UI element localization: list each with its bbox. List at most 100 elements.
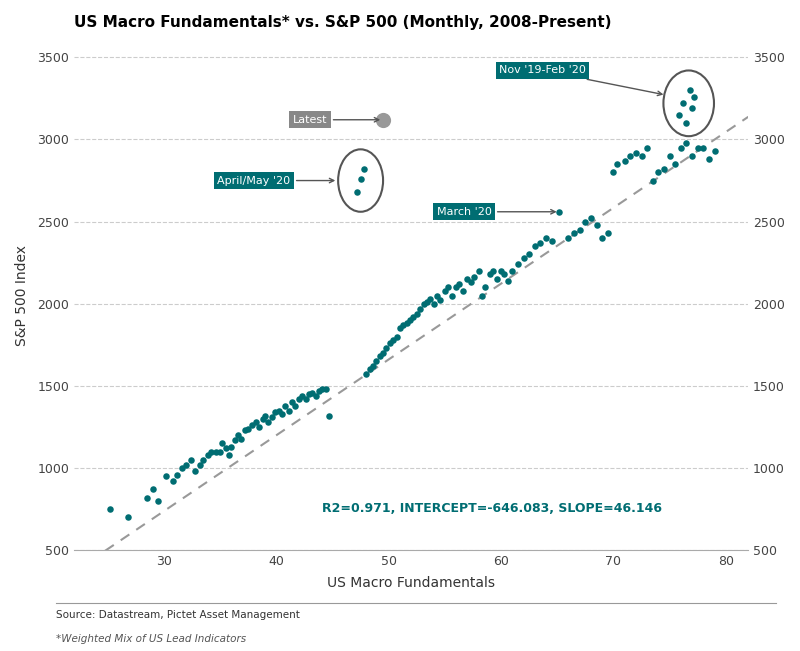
Point bbox=[146, 484, 159, 495]
Point bbox=[674, 143, 687, 153]
Point bbox=[394, 323, 406, 333]
Point bbox=[377, 348, 390, 358]
Point bbox=[446, 290, 458, 301]
Point bbox=[683, 85, 696, 96]
Point bbox=[475, 290, 488, 301]
Point bbox=[225, 441, 238, 452]
Point bbox=[410, 309, 423, 319]
Point bbox=[390, 331, 403, 342]
Point bbox=[483, 269, 496, 279]
Point bbox=[366, 361, 379, 372]
Point bbox=[534, 238, 546, 248]
Point bbox=[450, 282, 462, 292]
Point bbox=[590, 219, 603, 230]
Point bbox=[374, 351, 386, 361]
Point bbox=[282, 406, 295, 416]
Point bbox=[421, 297, 434, 307]
Point bbox=[272, 406, 285, 416]
Point bbox=[404, 315, 417, 326]
Point bbox=[553, 206, 566, 217]
Text: US Macro Fundamentals* vs. S&P 500 (Monthly, 2008-Present): US Macro Fundamentals* vs. S&P 500 (Mont… bbox=[74, 15, 611, 30]
Point bbox=[427, 299, 440, 309]
Text: *Weighted Mix of US Lead Indicators: *Weighted Mix of US Lead Indicators bbox=[56, 635, 246, 644]
Point bbox=[141, 492, 154, 503]
Point bbox=[610, 159, 623, 169]
Point bbox=[319, 384, 332, 395]
Point bbox=[175, 463, 188, 473]
Point bbox=[546, 236, 558, 247]
Point bbox=[602, 228, 614, 238]
Point bbox=[517, 253, 530, 263]
Point bbox=[624, 150, 637, 161]
Point bbox=[257, 413, 270, 424]
Point bbox=[540, 233, 553, 243]
Point bbox=[686, 150, 698, 161]
Point bbox=[522, 249, 535, 260]
Point bbox=[417, 299, 430, 309]
Point bbox=[708, 146, 721, 156]
Point bbox=[434, 296, 446, 306]
Point bbox=[697, 143, 710, 153]
Point bbox=[306, 387, 318, 398]
Point bbox=[506, 266, 518, 276]
Point bbox=[677, 98, 690, 109]
Point bbox=[386, 335, 399, 345]
Point bbox=[313, 385, 326, 396]
Point bbox=[568, 228, 581, 238]
Point bbox=[232, 430, 245, 441]
Point bbox=[197, 454, 210, 465]
Point bbox=[663, 150, 676, 161]
Point bbox=[210, 447, 222, 457]
Point bbox=[279, 400, 292, 411]
Point bbox=[669, 159, 682, 169]
Point bbox=[453, 279, 466, 289]
Point bbox=[702, 154, 715, 165]
Point bbox=[607, 167, 620, 178]
Point bbox=[322, 410, 335, 421]
Point bbox=[652, 167, 665, 178]
Point bbox=[528, 241, 541, 251]
Point bbox=[635, 150, 648, 161]
Point bbox=[370, 356, 382, 367]
Point bbox=[464, 277, 477, 288]
Point bbox=[104, 504, 117, 514]
Point bbox=[630, 147, 642, 158]
Point bbox=[289, 400, 302, 411]
Point bbox=[579, 216, 592, 227]
Text: March '20: March '20 bbox=[437, 207, 555, 217]
Point bbox=[574, 225, 586, 235]
Point bbox=[400, 318, 413, 329]
Point bbox=[302, 389, 315, 399]
Point bbox=[479, 282, 492, 292]
Point bbox=[468, 272, 481, 283]
Point bbox=[358, 164, 370, 174]
Point bbox=[205, 447, 218, 457]
Point bbox=[686, 103, 698, 113]
Point bbox=[235, 434, 248, 444]
Point bbox=[691, 143, 704, 153]
Point bbox=[680, 118, 693, 128]
Point bbox=[166, 476, 179, 486]
Point bbox=[397, 320, 410, 330]
Point bbox=[351, 187, 364, 197]
Text: Nov '19-Feb '20: Nov '19-Feb '20 bbox=[499, 66, 662, 96]
Point bbox=[160, 471, 173, 482]
Point bbox=[246, 420, 258, 430]
Point bbox=[414, 303, 426, 314]
Point bbox=[258, 410, 271, 421]
X-axis label: US Macro Fundamentals: US Macro Fundamentals bbox=[327, 576, 495, 590]
Point bbox=[494, 266, 507, 276]
Point bbox=[275, 409, 288, 419]
Point bbox=[180, 460, 193, 470]
Point bbox=[618, 156, 631, 166]
Point bbox=[562, 233, 575, 243]
Point bbox=[253, 422, 266, 432]
Point bbox=[202, 450, 214, 460]
Point bbox=[490, 274, 503, 284]
Text: April/May '20: April/May '20 bbox=[218, 176, 334, 186]
Point bbox=[658, 164, 670, 174]
Point bbox=[511, 259, 524, 270]
Point bbox=[293, 394, 306, 404]
Point bbox=[316, 384, 329, 395]
Point bbox=[269, 407, 282, 417]
